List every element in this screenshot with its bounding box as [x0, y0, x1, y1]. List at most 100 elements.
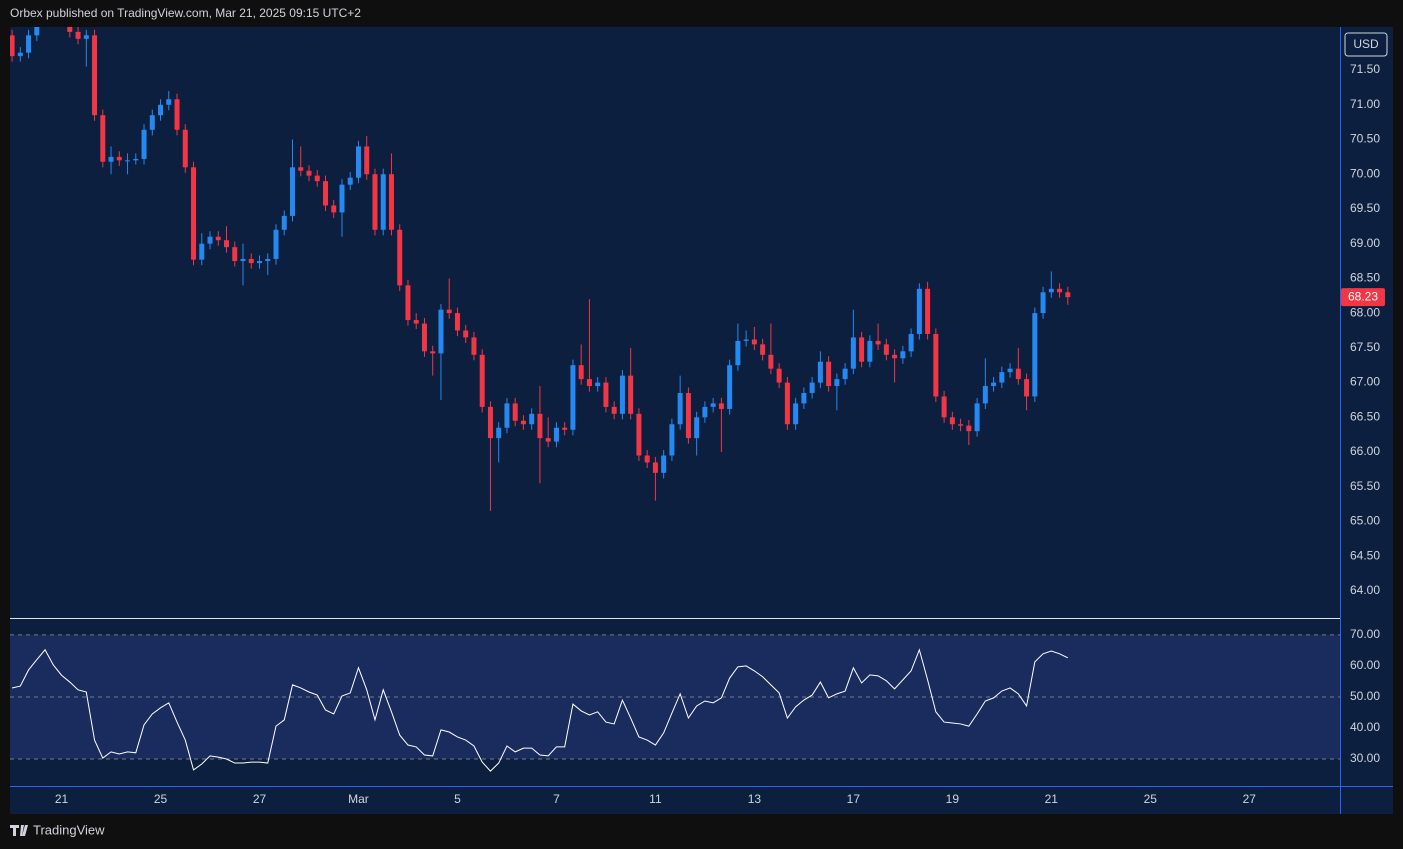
candle-body: [75, 31, 81, 39]
candle-body: [306, 170, 312, 176]
candle-body: [586, 379, 592, 387]
candle-body: [512, 403, 518, 421]
candle-body: [289, 167, 295, 216]
candle-body: [529, 413, 535, 425]
candle-body: [166, 99, 172, 105]
candle-body: [421, 323, 427, 352]
rsi-line: [11, 648, 1069, 772]
candle-body: [875, 340, 881, 345]
candle-body: [67, 27, 73, 32]
candle-body: [34, 27, 40, 36]
y-tick-label: 70.00: [1350, 627, 1380, 641]
x-tick-label: 25: [154, 792, 168, 806]
candle-body: [974, 403, 980, 432]
candle-body: [958, 424, 964, 426]
candle-body: [248, 258, 254, 264]
y-tick-label: 60.00: [1350, 658, 1380, 672]
candle-body: [463, 330, 469, 338]
candle-body: [784, 382, 790, 425]
candle-body: [413, 320, 419, 324]
candle-body: [809, 382, 815, 393]
candle-body: [298, 167, 304, 171]
candle-body: [108, 156, 114, 162]
candle-body: [174, 99, 180, 130]
x-tick-label: 27: [253, 792, 267, 806]
y-tick-label: 64.00: [1350, 583, 1380, 597]
y-tick-label: 71.50: [1350, 62, 1380, 76]
currency-box[interactable]: [1344, 32, 1388, 57]
y-tick-label: 64.50: [1350, 548, 1380, 562]
candle-body: [949, 417, 955, 425]
candle-body: [834, 379, 840, 387]
candle-body: [1007, 368, 1013, 373]
candle-body: [355, 146, 361, 178]
x-tick-label: 21: [55, 792, 69, 806]
y-tick-label: 50.00: [1350, 689, 1380, 703]
currency-label[interactable]: USD: [1353, 37, 1379, 51]
y-tick-label: 67.50: [1350, 340, 1380, 354]
candle-body: [611, 406, 617, 414]
candle-body: [207, 236, 213, 244]
candle-body: [817, 361, 823, 383]
y-tick-label: 70.50: [1350, 132, 1380, 146]
candle-body: [232, 247, 238, 262]
candle-body: [892, 354, 898, 359]
candle-body: [504, 403, 510, 428]
candle-body: [257, 261, 263, 264]
candle-body: [1015, 368, 1021, 380]
x-tick-label: 7: [553, 792, 560, 806]
candle-body: [685, 392, 691, 439]
candle-body: [182, 129, 188, 168]
candle-body: [900, 351, 906, 359]
candle-body: [1065, 292, 1071, 298]
y-tick-label: 65.00: [1350, 514, 1380, 528]
candle-body: [793, 403, 799, 425]
candle-body: [702, 406, 708, 418]
candle-body: [603, 382, 609, 407]
publisher-note: Orbex published on TradingView.com, Mar …: [10, 6, 361, 20]
candle-body: [966, 425, 972, 432]
candle-body: [916, 288, 922, 334]
y-tick-label: 71.00: [1350, 97, 1380, 111]
candle-body: [281, 215, 287, 230]
candle-body: [364, 146, 370, 175]
candle-body: [751, 339, 757, 345]
x-tick-label: Mar: [348, 792, 369, 806]
candle-body: [661, 455, 667, 473]
candle-body: [1032, 313, 1038, 397]
candle-body: [520, 420, 526, 425]
candle-body: [1024, 379, 1030, 397]
last-price-box: [1341, 288, 1385, 307]
y-tick-label: 66.00: [1350, 444, 1380, 458]
candle-body: [718, 403, 724, 409]
y-tick-label: 66.50: [1350, 409, 1380, 423]
candle-body: [133, 158, 139, 161]
candle-body: [380, 174, 386, 230]
candle-body: [1040, 292, 1046, 314]
candle-body: [83, 35, 89, 39]
candle-body: [801, 392, 807, 404]
candle-body: [636, 413, 642, 456]
brand-name: TradingView: [33, 822, 105, 837]
candle-body: [314, 175, 320, 182]
candle-body: [999, 372, 1005, 383]
x-tick-label: 25: [1144, 792, 1158, 806]
last-price-label: 68.23: [1348, 289, 1378, 303]
x-tick-label: 11: [649, 792, 662, 806]
candle-body: [454, 313, 460, 331]
candle-body: [760, 344, 766, 355]
candle-body: [92, 35, 98, 116]
candle-body: [347, 177, 353, 185]
y-tick-label: 30.00: [1350, 751, 1380, 765]
candle-body: [215, 236, 221, 241]
candle-body: [265, 258, 271, 262]
x-tick-label: 5: [454, 792, 461, 806]
candle-body: [850, 337, 856, 369]
y-tick-label: 70.00: [1350, 166, 1380, 180]
candle-body: [628, 375, 634, 414]
brand-logo: [10, 825, 28, 836]
candle-body: [595, 382, 601, 387]
candle-body: [925, 288, 931, 334]
candle-body: [149, 115, 155, 130]
candle-body: [677, 392, 683, 425]
